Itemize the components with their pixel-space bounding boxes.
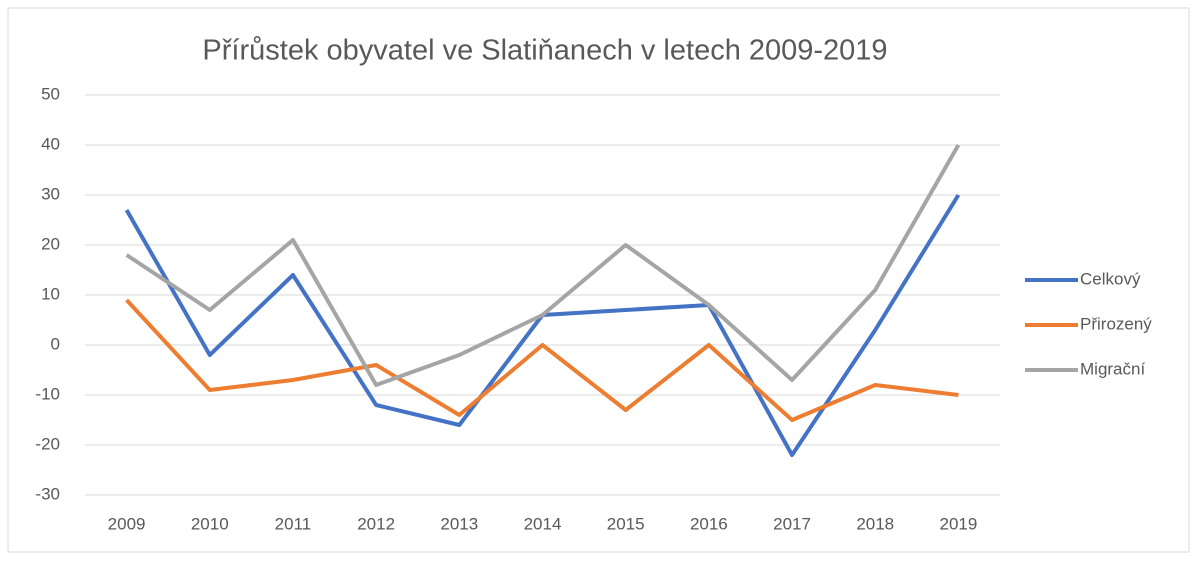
legend-label: Celkový xyxy=(1080,269,1141,288)
x-tick-label: 2017 xyxy=(773,514,811,533)
x-tick-label: 2012 xyxy=(357,514,395,533)
y-tick-label: 10 xyxy=(41,284,60,303)
x-tick-label: 2014 xyxy=(524,514,562,533)
y-tick-label: 0 xyxy=(51,334,60,353)
y-tick-label: 30 xyxy=(41,184,60,203)
y-tick-label: -30 xyxy=(35,484,60,503)
x-tick-label: 2015 xyxy=(607,514,645,533)
x-tick-label: 2019 xyxy=(939,514,977,533)
legend-label: Přirozený xyxy=(1080,314,1152,333)
x-tick-label: 2011 xyxy=(275,514,312,533)
x-tick-label: 2013 xyxy=(440,514,478,533)
chart-frame xyxy=(7,7,1190,553)
y-tick-label: -20 xyxy=(35,434,60,453)
y-tick-label: 40 xyxy=(41,134,60,153)
chart-title: Přírůstek obyvatel ve Slatiňanech v lete… xyxy=(202,35,887,67)
y-tick-label: 20 xyxy=(41,234,60,253)
y-tick-label: 50 xyxy=(41,84,60,103)
y-tick-label: -10 xyxy=(35,384,60,403)
series-line xyxy=(125,144,961,387)
x-tick-label: 2010 xyxy=(191,514,229,533)
legend-label: Migrační xyxy=(1080,359,1145,378)
x-tick-label: 2009 xyxy=(108,514,146,533)
x-tick-label: 2018 xyxy=(856,514,894,533)
series-line xyxy=(125,298,959,422)
x-tick-label: 2016 xyxy=(690,514,728,533)
